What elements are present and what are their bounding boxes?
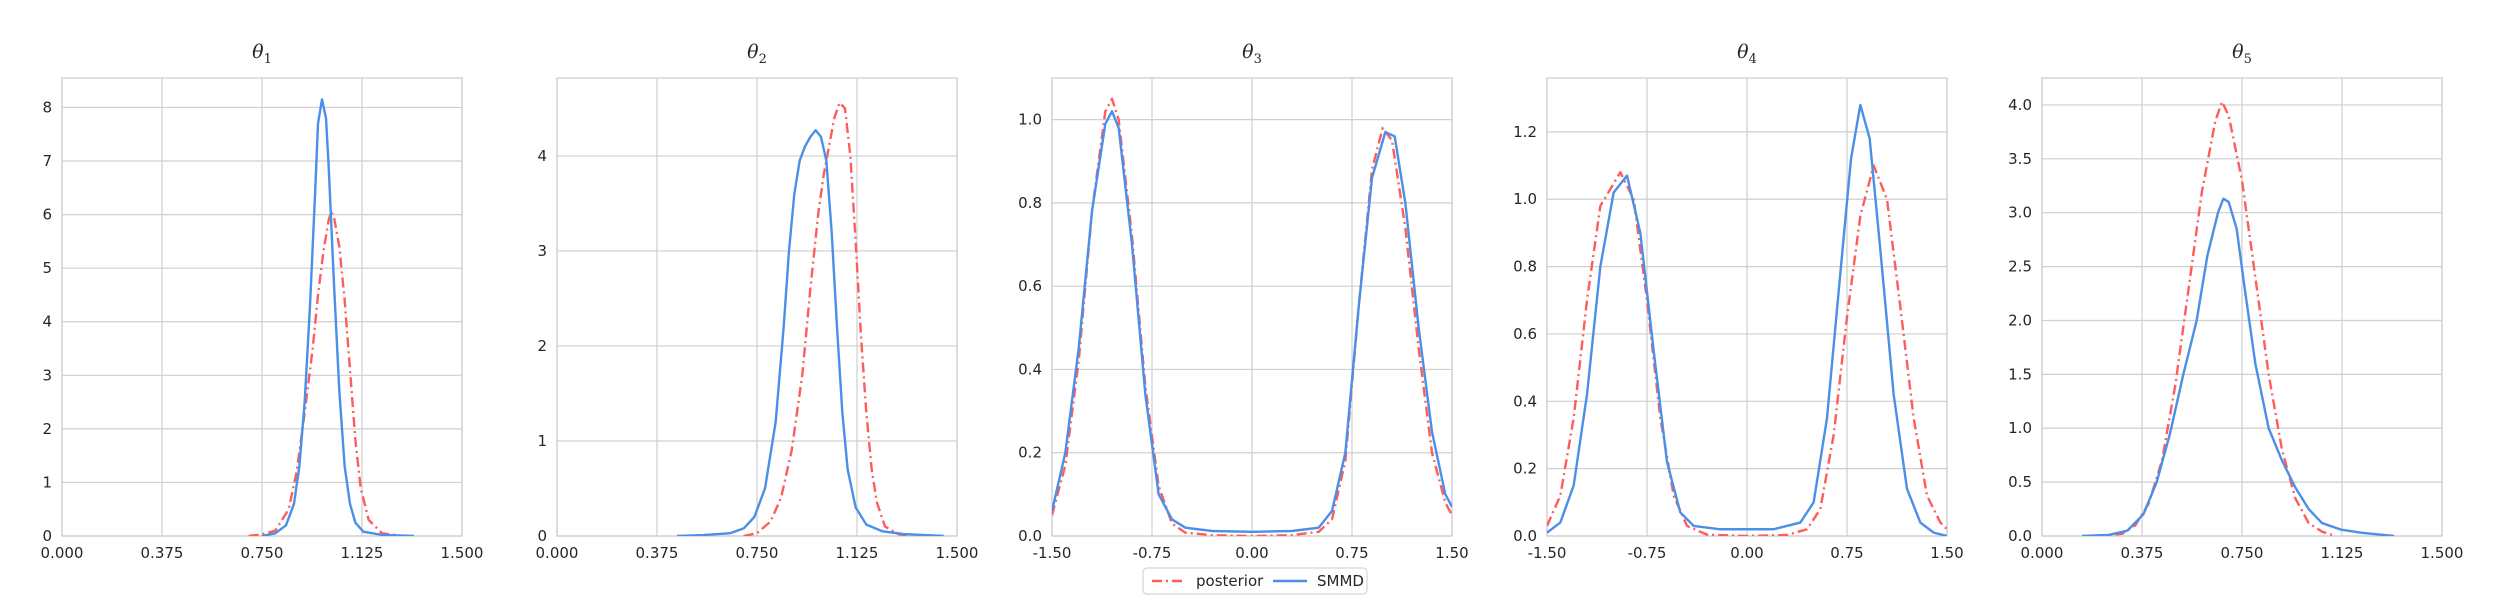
x-tick-label: 0.375 (636, 544, 679, 562)
y-tick-label: 0.8 (1018, 194, 1042, 212)
y-tick-label: 0 (537, 527, 547, 545)
smmd-density-line (676, 129, 944, 536)
x-tick-label: 1.50 (1930, 544, 1963, 562)
y-tick-label: 0.6 (1018, 277, 1042, 295)
chart-panels: 0.000 0.375 0.750 1.125 1.500012345678θ10.00… (41, 41, 2464, 562)
y-tick-label: 0.4 (1513, 392, 1537, 410)
posterior-density-line (1547, 164, 1947, 536)
x-tick-label: 0.00 (1730, 544, 1763, 562)
panel-4: -1.50 -0.75 0.00 0.75 1.50 0.0 0.2 0.4 0.6 0.8 1.0… (1513, 41, 1964, 562)
x-tick-label: 0.000 (41, 544, 84, 562)
smmd-density-line (2081, 197, 2395, 536)
legend: posterior SMMD (1142, 567, 1368, 595)
x-tick-label: 0.75 (1335, 544, 1368, 562)
panel-3: -1.50 -0.75 0.00 0.75 1.50 0.0 0.2 0.4 0.6 0.8 1.0… (1018, 41, 1469, 562)
y-tick-label: 3 (42, 366, 52, 384)
y-tick-label: 5 (42, 259, 52, 277)
y-tick-label: 0.2 (1018, 444, 1042, 462)
x-tick-label: -0.75 (1133, 544, 1172, 562)
x-tick-label: 1.125 (836, 544, 879, 562)
x-tick-label: 0.375 (141, 544, 184, 562)
x-tick-label: 1.500 (441, 544, 484, 562)
smmd-density-line (1052, 110, 1452, 534)
x-tick-label: -1.50 (1033, 544, 1072, 562)
y-tick-label: 7 (42, 152, 52, 170)
y-tick-label: 1.0 (2008, 419, 2032, 437)
smmd-density-line (261, 98, 415, 536)
panel-title: θ4 (1737, 41, 1757, 67)
y-tick-label: 0.5 (2008, 473, 2032, 491)
y-tick-label: 4.0 (2008, 96, 2032, 114)
x-tick-label: 1.125 (2321, 544, 2364, 562)
y-tick-label: 2 (42, 420, 52, 438)
plot-frame (2041, 77, 2443, 537)
x-tick-label: 0.750 (736, 544, 779, 562)
posterior-density-line (248, 210, 404, 536)
legend-posterior-label: posterior (1196, 572, 1264, 590)
x-tick-label: 1.50 (1435, 544, 1468, 562)
posterior-density-line (2095, 100, 2336, 536)
x-tick-label: -0.75 (1628, 544, 1667, 562)
panel-title: θ2 (747, 41, 767, 67)
y-tick-label: 3.5 (2008, 150, 2032, 168)
x-tick-label: 0.750 (2221, 544, 2264, 562)
y-tick-label: 4 (42, 313, 52, 331)
posterior-density-line (743, 101, 910, 536)
x-tick-label: 0.000 (2021, 544, 2064, 562)
x-tick-label: -1.50 (1528, 544, 1567, 562)
y-tick-label: 1.0 (1018, 111, 1042, 129)
panel-1: 0.000 0.375 0.750 1.125 1.500 0 1 2 3 4 5 6 7 8 θ1 (41, 41, 484, 562)
y-tick-label: 3 (537, 242, 547, 260)
panel-title: θ5 (2232, 41, 2252, 67)
x-tick-label: 0.750 (241, 544, 284, 562)
y-tick-label: 1.5 (2008, 365, 2032, 383)
y-tick-label: 2.5 (2008, 258, 2032, 276)
x-tick-label: 0.000 (536, 544, 579, 562)
y-tick-label: 0.2 (1513, 460, 1537, 478)
smmd-density-line (1547, 103, 1947, 536)
x-tick-label: 0.375 (2121, 544, 2164, 562)
x-tick-label: 1.500 (2421, 544, 2464, 562)
y-tick-label: 3.0 (2008, 204, 2032, 222)
y-tick-label: 6 (42, 206, 52, 224)
y-tick-label: 0.0 (1018, 527, 1042, 545)
y-tick-label: 1.2 (1513, 123, 1537, 141)
y-tick-label: 0.6 (1513, 325, 1537, 343)
panel-2: 0.000 0.375 0.750 1.125 1.500 0 1 2 3 4 θ2 (536, 41, 979, 562)
y-tick-label: 1 (537, 432, 547, 450)
legend-frame (1142, 567, 1368, 595)
legend-smmd-label: SMMD (1317, 572, 1364, 590)
y-tick-label: 0.0 (2008, 527, 2032, 545)
x-tick-label: 1.500 (936, 544, 979, 562)
panel-title: θ3 (1242, 41, 1262, 67)
x-tick-label: 1.125 (341, 544, 384, 562)
y-tick-label: 2.0 (2008, 311, 2032, 329)
x-tick-label: 0.00 (1235, 544, 1268, 562)
panel-title: θ1 (252, 41, 272, 67)
panel-5: 0.000 0.375 0.750 1.125 1.500 0.0 0.5 1.0 1.5 2.0… (2008, 41, 2463, 562)
y-tick-label: 0.8 (1513, 258, 1537, 276)
plot-frame (556, 77, 958, 537)
y-tick-label: 1 (42, 473, 52, 491)
y-tick-label: 2 (537, 337, 547, 355)
y-tick-label: 4 (537, 147, 547, 165)
y-tick-label: 8 (42, 98, 52, 116)
y-tick-label: 1.0 (1513, 190, 1537, 208)
x-tick-label: 0.75 (1830, 544, 1863, 562)
y-tick-label: 0.0 (1513, 527, 1537, 545)
y-tick-label: 0 (42, 527, 52, 545)
y-tick-label: 0.4 (1018, 360, 1042, 378)
